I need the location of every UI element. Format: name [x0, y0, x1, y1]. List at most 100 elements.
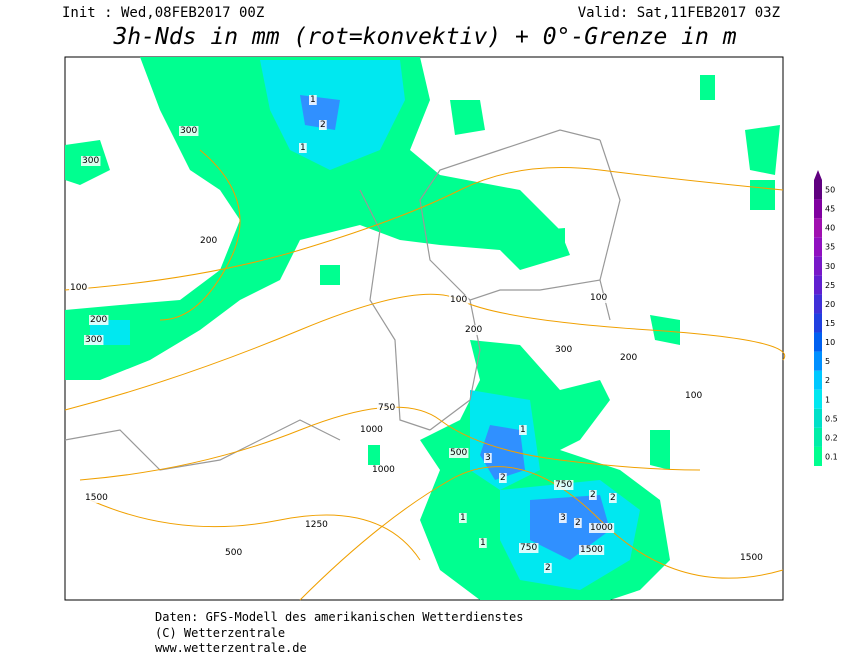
map-label-bg	[69, 283, 89, 293]
map-label: 750	[378, 403, 395, 413]
init-time: Init : Wed,08FEB2017 00Z	[62, 5, 264, 21]
footer-line: (C) Wetterzentrale	[155, 626, 285, 640]
map-label-bg	[371, 465, 397, 475]
map-label: 100	[590, 293, 607, 303]
map-label-bg	[609, 493, 617, 503]
map-label: 200	[200, 236, 217, 246]
map-label-bg	[299, 143, 307, 153]
scale-swatch	[814, 313, 822, 333]
map-label-bg	[359, 425, 385, 435]
map-label-bg	[449, 448, 469, 458]
map-label: 100	[450, 295, 467, 305]
scale-label: 15	[825, 319, 835, 328]
freezing-level-contours	[64, 149, 786, 601]
scale-label: 25	[825, 281, 835, 290]
scale-label: 10	[825, 338, 835, 347]
map-label-bg	[519, 543, 539, 553]
map-label: 1000	[372, 465, 395, 475]
map-label-bg	[484, 453, 492, 463]
scale-label: 0.5	[825, 414, 838, 423]
map-label: 1250	[305, 520, 328, 530]
map-label-bg	[684, 391, 704, 401]
scale-label: 5	[825, 357, 830, 366]
map-label: 100	[70, 283, 87, 293]
scale-swatch	[814, 218, 822, 238]
map-label: 2	[320, 120, 326, 130]
map-label-bg	[224, 548, 244, 558]
map-label-bg	[574, 518, 582, 528]
scale-swatch	[814, 256, 822, 276]
map-label-bg	[589, 490, 597, 500]
map-label: 300	[555, 345, 572, 355]
map-label: 1000	[360, 425, 383, 435]
map-label: 2	[590, 490, 596, 500]
scale-label: 1	[825, 395, 830, 404]
scale-swatch	[814, 294, 822, 314]
map-label: 1500	[580, 545, 603, 555]
map-label: 1	[460, 513, 466, 523]
map-label: 1500	[740, 553, 763, 563]
map-label-bg	[559, 513, 567, 523]
map-label: 1500	[85, 493, 108, 503]
map-label-bg	[464, 325, 484, 335]
scale-label: 30	[825, 262, 835, 271]
map-label-bg	[589, 293, 609, 303]
scale-swatch	[814, 370, 822, 390]
title: 3h-Nds in mm (rot=konvektiv) + 0°-Grenze…	[112, 24, 736, 50]
map-label: 1	[480, 538, 486, 548]
scale-label: 40	[825, 224, 835, 233]
scale-label: 0.1	[825, 452, 838, 461]
map-label-bg	[589, 523, 615, 533]
scale-swatch	[814, 275, 822, 295]
map-label-bg	[479, 538, 487, 548]
valid-time: Valid: Sat,11FEB2017 03Z	[578, 5, 780, 21]
map-label: 500	[450, 448, 467, 458]
scale-swatch	[814, 389, 822, 409]
map	[64, 56, 786, 601]
map-label: 2	[500, 473, 506, 483]
map-label-bg	[304, 520, 330, 530]
map-label: 300	[85, 335, 102, 345]
color-scale	[814, 170, 822, 180]
map-label-bg	[319, 120, 327, 130]
map-label-bg	[449, 295, 469, 305]
map-label-bg	[579, 545, 605, 555]
precip-heavy	[300, 95, 610, 560]
map-label: 2	[610, 493, 616, 503]
scale-label: 0.2	[825, 433, 838, 442]
map-label-bg	[84, 335, 104, 345]
map-label: 3	[560, 513, 566, 523]
map-label: 2	[575, 518, 581, 528]
footer-line: www.wetterzentrale.de	[155, 641, 307, 655]
scale-label: 35	[825, 243, 835, 252]
map-label-bg	[179, 126, 199, 136]
scale-swatch	[814, 408, 822, 428]
scale-swatch	[814, 237, 822, 257]
map-label-bg	[84, 493, 110, 503]
scale-label: 20	[825, 300, 835, 309]
scale-swatch	[814, 180, 822, 200]
scale-label: 2	[825, 376, 830, 385]
map-label-bg	[499, 473, 507, 483]
map-label: 200	[90, 315, 107, 325]
scale-label: 45	[825, 205, 835, 214]
map-label: 3	[485, 453, 491, 463]
scale-swatch	[814, 427, 822, 447]
map-label: 2	[545, 563, 551, 573]
scale-swatch	[814, 351, 822, 371]
map-label-bg	[199, 236, 219, 246]
borders	[64, 129, 621, 471]
map-label: 750	[555, 480, 572, 490]
map-label-bg	[377, 403, 397, 413]
map-label: 1	[310, 95, 316, 105]
map-label: 1	[520, 425, 526, 435]
map-label: 200	[465, 325, 482, 335]
map-label-bg	[89, 315, 109, 325]
map-label-bg	[554, 345, 574, 355]
scale-swatch	[814, 199, 822, 219]
scale-arrow	[814, 170, 822, 180]
map-label-bg	[309, 95, 317, 105]
map-label-bg	[519, 425, 527, 435]
map-label: 300	[82, 156, 99, 166]
